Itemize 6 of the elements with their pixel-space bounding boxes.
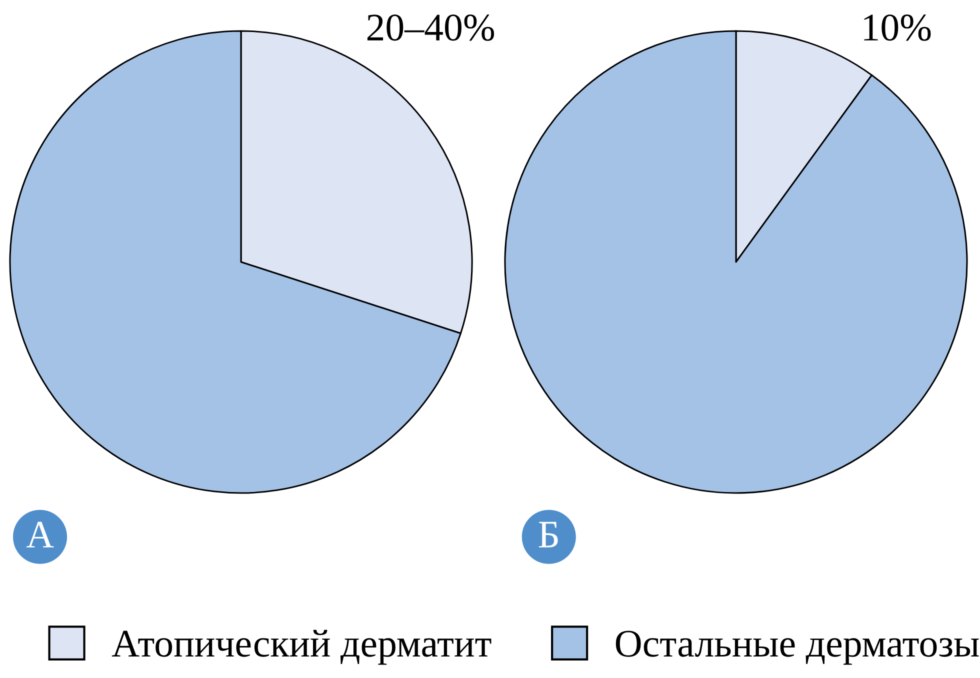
slice-label: Б <box>538 522 558 548</box>
legend-label: Остальные дерматозы <box>616 630 979 665</box>
data-label: 10% <box>864 14 931 41</box>
legend-label: Атопический дерматит <box>112 630 492 665</box>
text: 20–40% <box>367 14 494 41</box>
slice-label: А <box>26 522 54 548</box>
